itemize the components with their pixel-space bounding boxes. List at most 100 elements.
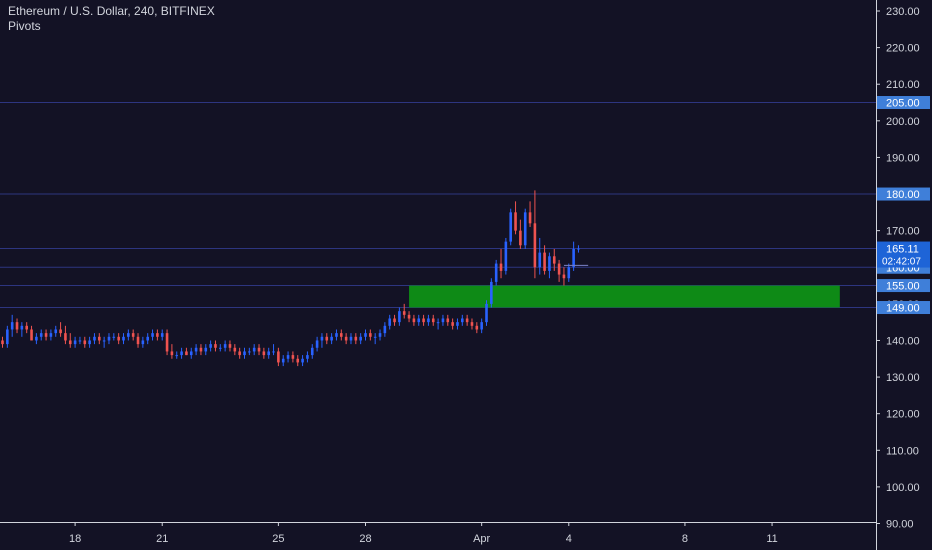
countdown-label: 02:42:07 — [882, 257, 921, 268]
candle — [64, 325, 67, 345]
candle — [291, 351, 295, 363]
candle — [533, 190, 537, 279]
y-tick-label: 190.00 — [886, 152, 920, 164]
support-zone[interactable] — [409, 285, 840, 308]
candle — [441, 314, 445, 326]
time-axis[interactable]: 18 21 25 28 Apr 4 8 11 — [0, 522, 876, 550]
candle — [359, 333, 362, 345]
candle — [20, 322, 24, 337]
candles — [1, 190, 580, 367]
candle — [504, 237, 508, 275]
level-tag-180.00[interactable]: 180.00 — [877, 187, 930, 202]
candle — [373, 333, 377, 345]
y-tick-label: 130.00 — [886, 372, 920, 384]
candle — [78, 336, 82, 345]
candle — [88, 336, 91, 348]
candle — [6, 325, 9, 348]
level-tag-205.00[interactable]: 205.00 — [877, 96, 930, 110]
candle — [557, 259, 561, 282]
candle — [417, 314, 421, 326]
candle — [310, 344, 314, 359]
current-price-label: 165.11 — [886, 244, 919, 256]
time-axis-bg — [0, 522, 876, 550]
candle — [219, 344, 222, 352]
candle — [412, 314, 416, 326]
candle — [160, 329, 164, 341]
candle — [25, 322, 28, 334]
candle — [49, 329, 53, 341]
candle — [281, 355, 285, 367]
candle — [10, 314, 14, 337]
candle — [398, 307, 401, 326]
candle — [383, 322, 387, 337]
price-axis-bg — [876, 0, 932, 550]
x-tick-label: 21 — [156, 533, 168, 545]
candle — [340, 329, 343, 341]
candle — [407, 311, 411, 323]
candle — [209, 340, 212, 352]
candle — [248, 347, 251, 356]
candle — [204, 344, 208, 356]
candle — [98, 333, 101, 345]
level-tag-149.00[interactable]: 149.00 — [877, 301, 930, 315]
candle — [117, 333, 120, 345]
candle — [1, 336, 4, 348]
candle — [301, 355, 304, 367]
candle — [548, 252, 551, 279]
candle — [39, 329, 43, 341]
candle — [330, 333, 333, 345]
indicator-label[interactable]: Pivots — [8, 19, 41, 33]
support-zone-group — [409, 285, 840, 308]
level-tag-155.00-label: 155.00 — [886, 281, 920, 293]
candle — [146, 333, 149, 345]
candle — [127, 329, 130, 341]
candle — [165, 329, 169, 356]
candle — [223, 340, 227, 352]
candle — [122, 333, 125, 345]
y-tick-label: 230.00 — [886, 6, 920, 18]
candle — [151, 329, 154, 341]
candle — [15, 318, 19, 334]
candle — [494, 259, 498, 286]
candle — [73, 336, 77, 348]
level-tag-205.00-label: 205.00 — [886, 98, 920, 110]
y-tick-label: 220.00 — [886, 43, 920, 55]
candle — [44, 329, 48, 341]
candle — [267, 347, 270, 359]
price-axis[interactable]: 90.00100.00110.00120.00130.00140.00150.0… — [876, 0, 932, 550]
y-tick-label: 140.00 — [886, 335, 920, 347]
candle — [402, 303, 406, 319]
candle — [194, 344, 198, 356]
candle — [30, 325, 33, 341]
candle — [112, 333, 116, 341]
x-tick-label: 18 — [69, 533, 81, 545]
candle — [320, 333, 324, 348]
chart-header: Ethereum / U.S. Dollar, 240, BITFINEX Pi… — [8, 4, 215, 34]
candle — [175, 351, 179, 359]
candle — [325, 333, 329, 345]
candle — [422, 314, 425, 326]
candle — [141, 336, 145, 348]
candle — [562, 267, 566, 286]
candle — [262, 347, 266, 359]
candle — [528, 201, 532, 227]
candle — [189, 347, 193, 359]
candle — [465, 314, 469, 326]
x-tick-label: 4 — [566, 533, 572, 545]
candle — [277, 347, 280, 367]
candle — [131, 329, 135, 341]
candle — [456, 318, 459, 330]
candle — [461, 314, 464, 326]
candle — [369, 329, 372, 341]
candle — [59, 322, 62, 337]
candle — [436, 318, 440, 330]
candle — [344, 333, 348, 345]
candle — [257, 344, 261, 356]
symbol-title[interactable]: Ethereum / U.S. Dollar, 240, BITFINEX — [8, 4, 215, 18]
candle — [490, 278, 493, 308]
horizontal-levels — [0, 102, 876, 309]
candle — [238, 347, 241, 359]
level-tag-155.00[interactable]: 155.00 — [877, 279, 930, 293]
